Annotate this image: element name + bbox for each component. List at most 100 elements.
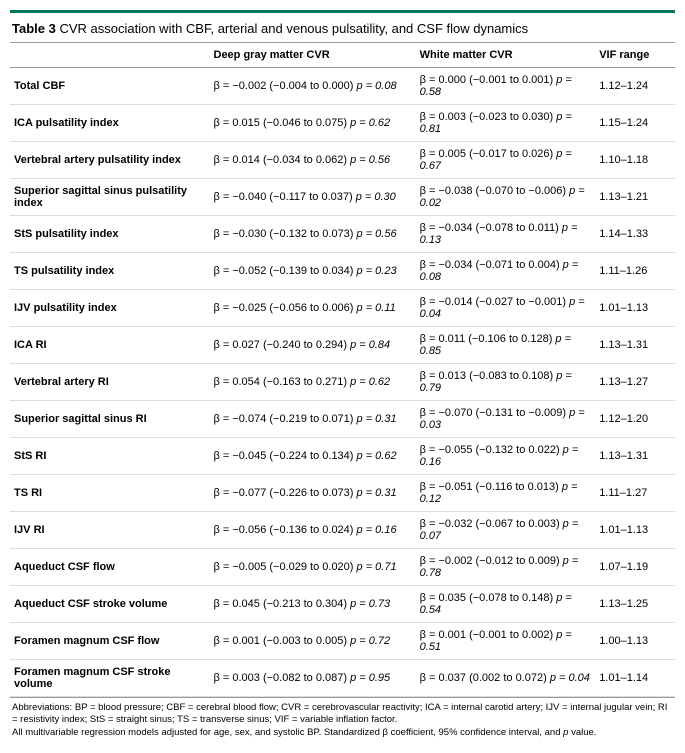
wm-cell: β = 0.037 (0.002 to 0.072) p = 0.04: [416, 660, 596, 697]
table-row: ICA pulsatility indexβ = 0.015 (−0.046 t…: [10, 105, 675, 142]
vif-cell: 1.13–1.31: [595, 327, 675, 364]
col-blank: [10, 43, 210, 68]
table-body: Total CBFβ = −0.002 (−0.004 to 0.000) p …: [10, 68, 675, 697]
dgm-cell: β = −0.040 (−0.117 to 0.037) p = 0.30: [210, 179, 416, 216]
row-label: IJV pulsatility index: [10, 290, 210, 327]
row-label: Foramen magnum CSF stroke volume: [10, 660, 210, 697]
table-row: TS pulsatility indexβ = −0.052 (−0.139 t…: [10, 253, 675, 290]
wm-cell: β = 0.000 (−0.001 to 0.001) p = 0.58: [416, 68, 596, 105]
row-label: StS pulsatility index: [10, 216, 210, 253]
footnote: Abbreviations: BP = blood pressure; CBF …: [10, 697, 675, 743]
table-3-container: Table 3 CVR association with CBF, arteri…: [10, 10, 675, 743]
row-label: Total CBF: [10, 68, 210, 105]
header-row: Deep gray matter CVR White matter CVR VI…: [10, 43, 675, 68]
data-table: Deep gray matter CVR White matter CVR VI…: [10, 42, 675, 697]
dgm-cell: β = −0.002 (−0.004 to 0.000) p = 0.08: [210, 68, 416, 105]
vif-cell: 1.01–1.13: [595, 290, 675, 327]
table-row: Vertebral artery pulsatility indexβ = 0.…: [10, 142, 675, 179]
dgm-cell: β = 0.015 (−0.046 to 0.075) p = 0.62: [210, 105, 416, 142]
vif-cell: 1.01–1.13: [595, 512, 675, 549]
accent-border: [10, 10, 675, 13]
vif-cell: 1.10–1.18: [595, 142, 675, 179]
vif-cell: 1.11–1.26: [595, 253, 675, 290]
wm-cell: β = −0.032 (−0.067 to 0.003) p = 0.07: [416, 512, 596, 549]
dgm-cell: β = −0.077 (−0.226 to 0.073) p = 0.31: [210, 475, 416, 512]
dgm-cell: β = −0.056 (−0.136 to 0.024) p = 0.16: [210, 512, 416, 549]
footnote-2: All multivariable regression models adju…: [12, 727, 673, 739]
table-row: Foramen magnum CSF stroke volumeβ = 0.00…: [10, 660, 675, 697]
dgm-cell: β = −0.074 (−0.219 to 0.071) p = 0.31: [210, 401, 416, 438]
wm-cell: β = −0.051 (−0.116 to 0.013) p = 0.12: [416, 475, 596, 512]
vif-cell: 1.12–1.20: [595, 401, 675, 438]
row-label: TS RI: [10, 475, 210, 512]
table-number: Table 3: [12, 21, 56, 36]
wm-cell: β = −0.002 (−0.012 to 0.009) p = 0.78: [416, 549, 596, 586]
wm-cell: β = 0.035 (−0.078 to 0.148) p = 0.54: [416, 586, 596, 623]
wm-cell: β = −0.038 (−0.070 to −0.006) p = 0.02: [416, 179, 596, 216]
table-row: Foramen magnum CSF flowβ = 0.001 (−0.003…: [10, 623, 675, 660]
vif-cell: 1.15–1.24: [595, 105, 675, 142]
row-label: Superior sagittal sinus RI: [10, 401, 210, 438]
table-row: IJV RIβ = −0.056 (−0.136 to 0.024) p = 0…: [10, 512, 675, 549]
wm-cell: β = 0.001 (−0.001 to 0.002) p = 0.51: [416, 623, 596, 660]
table-row: Vertebral artery RIβ = 0.054 (−0.163 to …: [10, 364, 675, 401]
vif-cell: 1.12–1.24: [595, 68, 675, 105]
vif-cell: 1.14–1.33: [595, 216, 675, 253]
row-label: IJV RI: [10, 512, 210, 549]
vif-cell: 1.11–1.27: [595, 475, 675, 512]
row-label: StS RI: [10, 438, 210, 475]
dgm-cell: β = −0.045 (−0.224 to 0.134) p = 0.62: [210, 438, 416, 475]
row-label: Vertebral artery pulsatility index: [10, 142, 210, 179]
table-caption: CVR association with CBF, arterial and v…: [59, 21, 528, 36]
table-row: ICA RIβ = 0.027 (−0.240 to 0.294) p = 0.…: [10, 327, 675, 364]
row-label: ICA pulsatility index: [10, 105, 210, 142]
wm-cell: β = 0.003 (−0.023 to 0.030) p = 0.81: [416, 105, 596, 142]
vif-cell: 1.13–1.21: [595, 179, 675, 216]
wm-cell: β = 0.013 (−0.083 to 0.108) p = 0.79: [416, 364, 596, 401]
dgm-cell: β = −0.030 (−0.132 to 0.073) p = 0.56: [210, 216, 416, 253]
dgm-cell: β = −0.005 (−0.029 to 0.020) p = 0.71: [210, 549, 416, 586]
wm-cell: β = −0.070 (−0.131 to −0.009) p = 0.03: [416, 401, 596, 438]
col-dgm: Deep gray matter CVR: [210, 43, 416, 68]
row-label: Foramen magnum CSF flow: [10, 623, 210, 660]
table-row: IJV pulsatility indexβ = −0.025 (−0.056 …: [10, 290, 675, 327]
table-row: StS RIβ = −0.045 (−0.224 to 0.134) p = 0…: [10, 438, 675, 475]
col-vif: VIF range: [595, 43, 675, 68]
row-label: Aqueduct CSF flow: [10, 549, 210, 586]
dgm-cell: β = 0.045 (−0.213 to 0.304) p = 0.73: [210, 586, 416, 623]
row-label: TS pulsatility index: [10, 253, 210, 290]
table-row: Superior sagittal sinus RIβ = −0.074 (−0…: [10, 401, 675, 438]
row-label: Vertebral artery RI: [10, 364, 210, 401]
table-row: Aqueduct CSF flowβ = −0.005 (−0.029 to 0…: [10, 549, 675, 586]
dgm-cell: β = −0.025 (−0.056 to 0.006) p = 0.11: [210, 290, 416, 327]
row-label: Aqueduct CSF stroke volume: [10, 586, 210, 623]
vif-cell: 1.13–1.27: [595, 364, 675, 401]
row-label: Superior sagittal sinus pulsatility inde…: [10, 179, 210, 216]
dgm-cell: β = 0.003 (−0.082 to 0.087) p = 0.95: [210, 660, 416, 697]
table-row: StS pulsatility indexβ = −0.030 (−0.132 …: [10, 216, 675, 253]
wm-cell: β = 0.005 (−0.017 to 0.026) p = 0.67: [416, 142, 596, 179]
footnote-1: Abbreviations: BP = blood pressure; CBF …: [12, 702, 673, 727]
vif-cell: 1.07–1.19: [595, 549, 675, 586]
dgm-cell: β = −0.052 (−0.139 to 0.034) p = 0.23: [210, 253, 416, 290]
dgm-cell: β = 0.014 (−0.034 to 0.062) p = 0.56: [210, 142, 416, 179]
wm-cell: β = −0.034 (−0.071 to 0.004) p = 0.08: [416, 253, 596, 290]
vif-cell: 1.00–1.13: [595, 623, 675, 660]
table-row: Superior sagittal sinus pulsatility inde…: [10, 179, 675, 216]
wm-cell: β = −0.055 (−0.132 to 0.022) p = 0.16: [416, 438, 596, 475]
table-title: Table 3 CVR association with CBF, arteri…: [10, 17, 675, 42]
vif-cell: 1.13–1.31: [595, 438, 675, 475]
dgm-cell: β = 0.027 (−0.240 to 0.294) p = 0.84: [210, 327, 416, 364]
table-row: Aqueduct CSF stroke volumeβ = 0.045 (−0.…: [10, 586, 675, 623]
wm-cell: β = −0.034 (−0.078 to 0.011) p = 0.13: [416, 216, 596, 253]
row-label: ICA RI: [10, 327, 210, 364]
dgm-cell: β = 0.054 (−0.163 to 0.271) p = 0.62: [210, 364, 416, 401]
table-row: Total CBFβ = −0.002 (−0.004 to 0.000) p …: [10, 68, 675, 105]
wm-cell: β = −0.014 (−0.027 to −0.001) p = 0.04: [416, 290, 596, 327]
col-wm: White matter CVR: [416, 43, 596, 68]
vif-cell: 1.13–1.25: [595, 586, 675, 623]
wm-cell: β = 0.011 (−0.106 to 0.128) p = 0.85: [416, 327, 596, 364]
table-row: TS RIβ = −0.077 (−0.226 to 0.073) p = 0.…: [10, 475, 675, 512]
dgm-cell: β = 0.001 (−0.003 to 0.005) p = 0.72: [210, 623, 416, 660]
vif-cell: 1.01–1.14: [595, 660, 675, 697]
